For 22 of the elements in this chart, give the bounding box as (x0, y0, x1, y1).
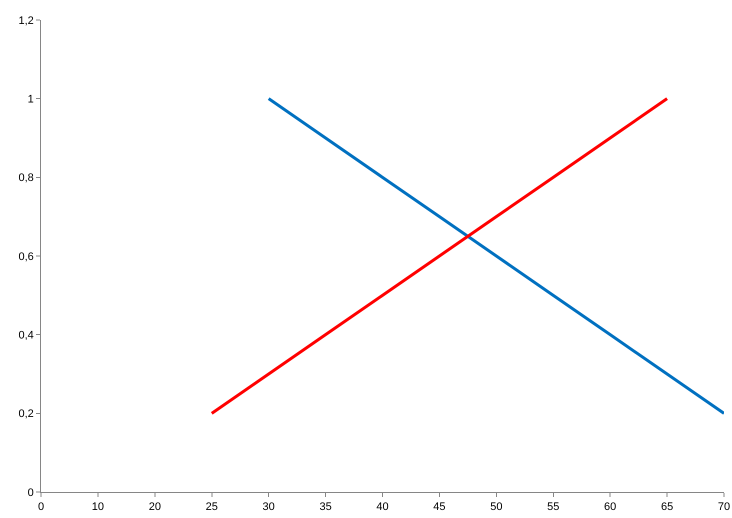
x-tick-label: 50 (490, 501, 502, 514)
y-tick-label: 1,2 (18, 14, 34, 27)
line-series (267, 97, 724, 415)
y-tick-label: 0,2 (18, 408, 34, 420)
x-tick-label: 60 (604, 501, 616, 514)
y-tick-label: 0 (28, 486, 34, 499)
x-tick-label: 10 (92, 501, 104, 514)
y-tick-label: 0,6 (18, 250, 34, 263)
x-tick-label: 40 (376, 501, 389, 514)
y-tick-label: 0,8 (18, 172, 34, 184)
x-tick-label: 45 (433, 501, 446, 514)
x-tick-label: 0 (38, 501, 44, 514)
x-tick-label: 20 (148, 501, 161, 514)
x-tick-label: 25 (206, 501, 218, 514)
line-series (210, 97, 669, 415)
x-tick-label: 55 (547, 501, 560, 514)
y-tick-label: 0,4 (18, 330, 34, 342)
x-tick-label: 35 (319, 501, 332, 514)
y-tick-label: 1 (28, 94, 34, 106)
x-tick-label: 70 (718, 501, 730, 514)
x-tick-label: 65 (660, 501, 674, 514)
x-tick-label: 30 (262, 501, 275, 514)
